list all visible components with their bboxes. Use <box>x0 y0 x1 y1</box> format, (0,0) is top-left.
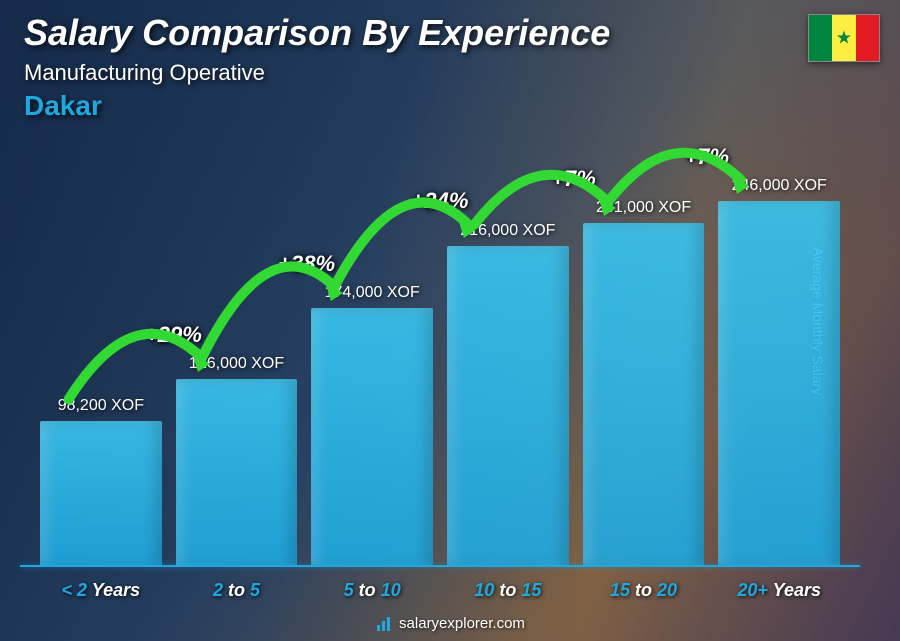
page-location: Dakar <box>24 90 876 122</box>
x-axis-label: 10 to 15 <box>447 580 569 601</box>
bar <box>311 308 433 567</box>
flag-star-icon: ★ <box>836 29 852 47</box>
page-title: Salary Comparison By Experience <box>24 12 876 54</box>
bar-value-label: 98,200 XOF <box>58 397 144 415</box>
bar <box>176 379 298 567</box>
bar <box>40 421 162 567</box>
attribution: salaryexplorer.com <box>0 615 900 633</box>
bar-group: 126,000 XOF <box>176 355 298 567</box>
flag-stripe-red <box>856 15 879 61</box>
bar-value-label: 216,000 XOF <box>460 222 555 240</box>
bar-value-label: 126,000 XOF <box>189 355 284 373</box>
attribution-text: salaryexplorer.com <box>399 615 525 632</box>
flag-stripe-yellow: ★ <box>832 15 855 61</box>
header: Salary Comparison By Experience Manufact… <box>24 12 876 122</box>
bar-group: 231,000 XOF <box>583 199 705 567</box>
country-flag-senegal: ★ <box>808 14 880 62</box>
x-axis-labels: < 2 Years 2 to 5 5 to 10 10 to 15 15 to 20 20… <box>40 580 840 601</box>
bar-chart: 98,200 XOF 126,000 XOF 174,000 XOF 216,000 … <box>40 150 840 567</box>
bar-value-label: 174,000 XOF <box>325 284 420 302</box>
x-axis-label: 2 to 5 <box>176 580 298 601</box>
x-axis-label: 15 to 20 <box>583 580 705 601</box>
x-axis-label: < 2 Years <box>40 580 162 601</box>
bar-value-label: 246,000 XOF <box>732 177 827 195</box>
flag-stripe-green <box>809 15 832 61</box>
bar-group: 246,000 XOF <box>718 177 840 567</box>
bar-group: 174,000 XOF <box>311 284 433 567</box>
bar-value-label: 231,000 XOF <box>596 199 691 217</box>
bars-container: 98,200 XOF 126,000 XOF 174,000 XOF 216,000 … <box>40 150 840 567</box>
bar <box>718 201 840 567</box>
x-axis-label: 5 to 10 <box>311 580 433 601</box>
bar <box>583 223 705 567</box>
page-subtitle: Manufacturing Operative <box>24 60 876 86</box>
bar-group: 98,200 XOF <box>40 397 162 567</box>
x-axis-label: 20+ Years <box>718 580 840 601</box>
chart-baseline <box>20 565 860 567</box>
bar-group: 216,000 XOF <box>447 222 569 568</box>
bar <box>447 246 569 568</box>
logo-icon <box>375 615 393 633</box>
